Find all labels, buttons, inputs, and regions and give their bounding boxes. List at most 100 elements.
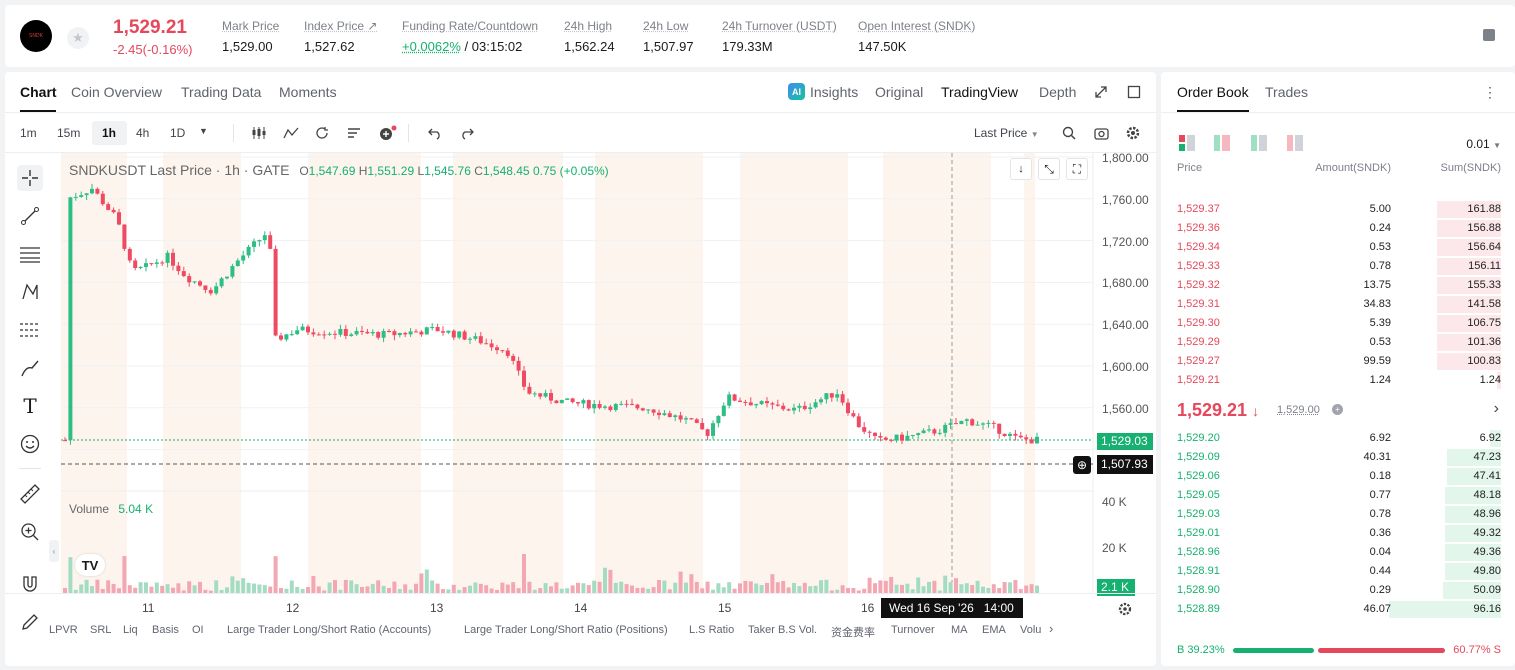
view-bids-icon[interactable] xyxy=(1214,135,1230,151)
view-asks-icon[interactable] xyxy=(1287,135,1303,151)
chevron-down-icon[interactable]: ▼ xyxy=(199,126,208,136)
stat-mark-price[interactable]: Mark Price 1,529.00 xyxy=(222,19,279,54)
expand-icon[interactable] xyxy=(1094,85,1108,99)
tab-coin-overview[interactable]: Coin Overview xyxy=(71,84,163,100)
tab-tradingview[interactable]: TradingView xyxy=(941,84,1019,100)
orderbook-row[interactable]: 1,529.01 0.36 49.32 xyxy=(1161,524,1515,543)
redo-icon[interactable] xyxy=(460,126,474,140)
zoom-in-icon[interactable] xyxy=(17,519,43,545)
indicator-lpvr[interactable]: LPVR xyxy=(49,624,78,636)
volume-bar xyxy=(694,581,699,593)
brush-tool-icon[interactable] xyxy=(17,355,43,381)
tab-original[interactable]: Original xyxy=(875,84,924,100)
orderbook-row[interactable]: 1,529.33 0.78 156.11 xyxy=(1161,257,1515,276)
interval-4h[interactable]: 4h xyxy=(136,126,150,140)
orderbook-row[interactable]: 1,529.30 5.39 106.75 xyxy=(1161,314,1515,333)
trendline-tool-icon[interactable] xyxy=(17,203,43,229)
indicator-oi[interactable]: OI xyxy=(192,624,204,636)
indicator-funding[interactable]: 资金费率 xyxy=(831,627,875,639)
collapse-toolbar-icon[interactable]: ‹ xyxy=(49,540,59,562)
indicator-taker-vol[interactable]: Taker B.S Vol. xyxy=(748,624,818,636)
stat-index-price[interactable]: Index Price ↗ 1,527.62 xyxy=(304,19,377,54)
more-options-icon[interactable]: ⋮ xyxy=(1483,84,1497,100)
axis-settings-icon[interactable] xyxy=(1118,602,1132,616)
volume-bar xyxy=(289,580,294,593)
favorite-star-icon[interactable]: ★ xyxy=(67,27,89,49)
info-icon[interactable]: + xyxy=(1332,404,1343,415)
indicator-srl[interactable]: SRL xyxy=(90,624,112,636)
tab-order-book[interactable]: Order Book xyxy=(1177,84,1249,100)
pencil-lock-icon[interactable] xyxy=(17,609,43,635)
replay-icon[interactable] xyxy=(315,126,329,140)
tab-insights[interactable]: Insights xyxy=(810,84,859,100)
indicator-liq[interactable]: Liq xyxy=(123,624,138,636)
interval-15m[interactable]: 15m xyxy=(57,126,81,140)
add-indicator-icon[interactable] xyxy=(379,125,397,141)
ai-icon[interactable]: AI xyxy=(788,83,805,100)
fullscreen-icon[interactable]: ⛶ xyxy=(1066,158,1088,180)
fib-tool-icon[interactable] xyxy=(17,317,43,343)
notebook-icon[interactable] xyxy=(1483,29,1495,41)
session-band xyxy=(883,153,991,593)
collapse-arrows-icon[interactable]: ⤡ xyxy=(1038,158,1060,180)
tab-moments[interactable]: Moments xyxy=(279,84,337,100)
orderbook-row[interactable]: 1,529.36 0.24 156.88 xyxy=(1161,219,1515,238)
orderbook-row[interactable]: 1,529.32 13.75 155.33 xyxy=(1161,276,1515,295)
orderbook-row[interactable]: 1,529.03 0.78 48.96 xyxy=(1161,505,1515,524)
add-alert-icon[interactable]: ⊕ xyxy=(1073,456,1091,474)
indicators-icon[interactable] xyxy=(283,126,299,140)
indicator-basis[interactable]: Basis xyxy=(152,624,179,636)
orderbook-row[interactable]: 1,529.05 0.77 48.18 xyxy=(1161,486,1515,505)
orderbook-row[interactable]: 1,529.27 99.59 100.83 xyxy=(1161,352,1515,371)
orderbook-row[interactable]: 1,528.90 0.29 50.09 xyxy=(1161,581,1515,600)
undo-icon[interactable] xyxy=(428,126,442,140)
orderbook-row[interactable]: 1,528.91 0.44 49.80 xyxy=(1161,562,1515,581)
interval-1h[interactable]: 1h xyxy=(102,126,117,140)
tab-depth[interactable]: Depth xyxy=(1039,84,1077,100)
template-icon[interactable] xyxy=(347,126,361,140)
arrow-down-icon[interactable]: ↓ xyxy=(1010,158,1032,180)
orderbook-row[interactable]: 1,529.09 40.31 47.23 xyxy=(1161,448,1515,467)
search-icon[interactable] xyxy=(1062,126,1076,140)
price-type-select[interactable]: Last Price ▼ xyxy=(974,126,1039,140)
candlestick-chart[interactable] xyxy=(5,153,1156,623)
orderbook-row[interactable]: 1,528.96 0.04 49.36 xyxy=(1161,543,1515,562)
candles-icon[interactable] xyxy=(251,126,267,140)
orderbook-row[interactable]: 1,529.06 0.18 47.41 xyxy=(1161,467,1515,486)
camera-icon[interactable] xyxy=(1094,126,1109,140)
indicator-ema[interactable]: EMA xyxy=(982,624,1006,636)
chevron-right-icon[interactable]: › xyxy=(1493,400,1499,417)
orderbook-row[interactable]: 1,529.31 34.83 141.58 xyxy=(1161,295,1515,314)
indicator-ls-accounts[interactable]: Large Trader Long/Short Ratio (Accounts) xyxy=(227,624,432,636)
indicator-ls-ratio[interactable]: L.S Ratio xyxy=(689,624,735,636)
indicator-volume[interactable]: Volu xyxy=(1020,624,1042,636)
orderbook-row[interactable]: 1,529.21 1.24 1.24 xyxy=(1161,371,1515,390)
chevron-right-icon[interactable]: › xyxy=(1049,621,1054,636)
indicator-ma[interactable]: MA xyxy=(951,624,968,636)
stat-funding[interactable]: Funding Rate/Countdown +0.0062% / 03:15:0… xyxy=(402,19,538,54)
window-icon[interactable] xyxy=(1127,85,1141,99)
crosshair-tool-icon[interactable] xyxy=(17,165,43,191)
emoji-tool-icon[interactable] xyxy=(17,431,43,457)
orderbook-row[interactable]: 1,529.37 5.00 161.88 xyxy=(1161,200,1515,219)
orderbook-row[interactable]: 1,529.34 0.53 156.64 xyxy=(1161,238,1515,257)
precision-select[interactable]: 0.01 ▼ xyxy=(1466,137,1501,151)
tab-chart[interactable]: Chart xyxy=(20,84,57,100)
interval-1m[interactable]: 1m xyxy=(20,126,37,140)
orderbook-row[interactable]: 1,529.20 6.92 6.92 xyxy=(1161,429,1515,448)
view-green-icon[interactable] xyxy=(1251,135,1267,151)
orderbook-row[interactable]: 1,528.89 46.07 96.16 xyxy=(1161,600,1515,619)
indicator-turnover[interactable]: Turnover xyxy=(891,624,935,636)
orderbook-row[interactable]: 1,529.29 0.53 101.36 xyxy=(1161,333,1515,352)
tab-trading-data[interactable]: Trading Data xyxy=(181,84,262,100)
ruler-tool-icon[interactable] xyxy=(17,481,43,507)
indicator-ls-positions[interactable]: Large Trader Long/Short Ratio (Positions… xyxy=(464,624,668,636)
tab-trades[interactable]: Trades xyxy=(1265,84,1309,100)
magnet-icon[interactable] xyxy=(17,571,43,597)
text-tool-icon[interactable]: T xyxy=(23,394,37,418)
horizontal-lines-tool-icon[interactable] xyxy=(17,241,43,267)
pattern-tool-icon[interactable] xyxy=(17,279,43,305)
view-both-icon[interactable] xyxy=(1179,135,1195,151)
gear-icon[interactable] xyxy=(1126,126,1140,140)
interval-1d[interactable]: 1D xyxy=(170,126,186,140)
